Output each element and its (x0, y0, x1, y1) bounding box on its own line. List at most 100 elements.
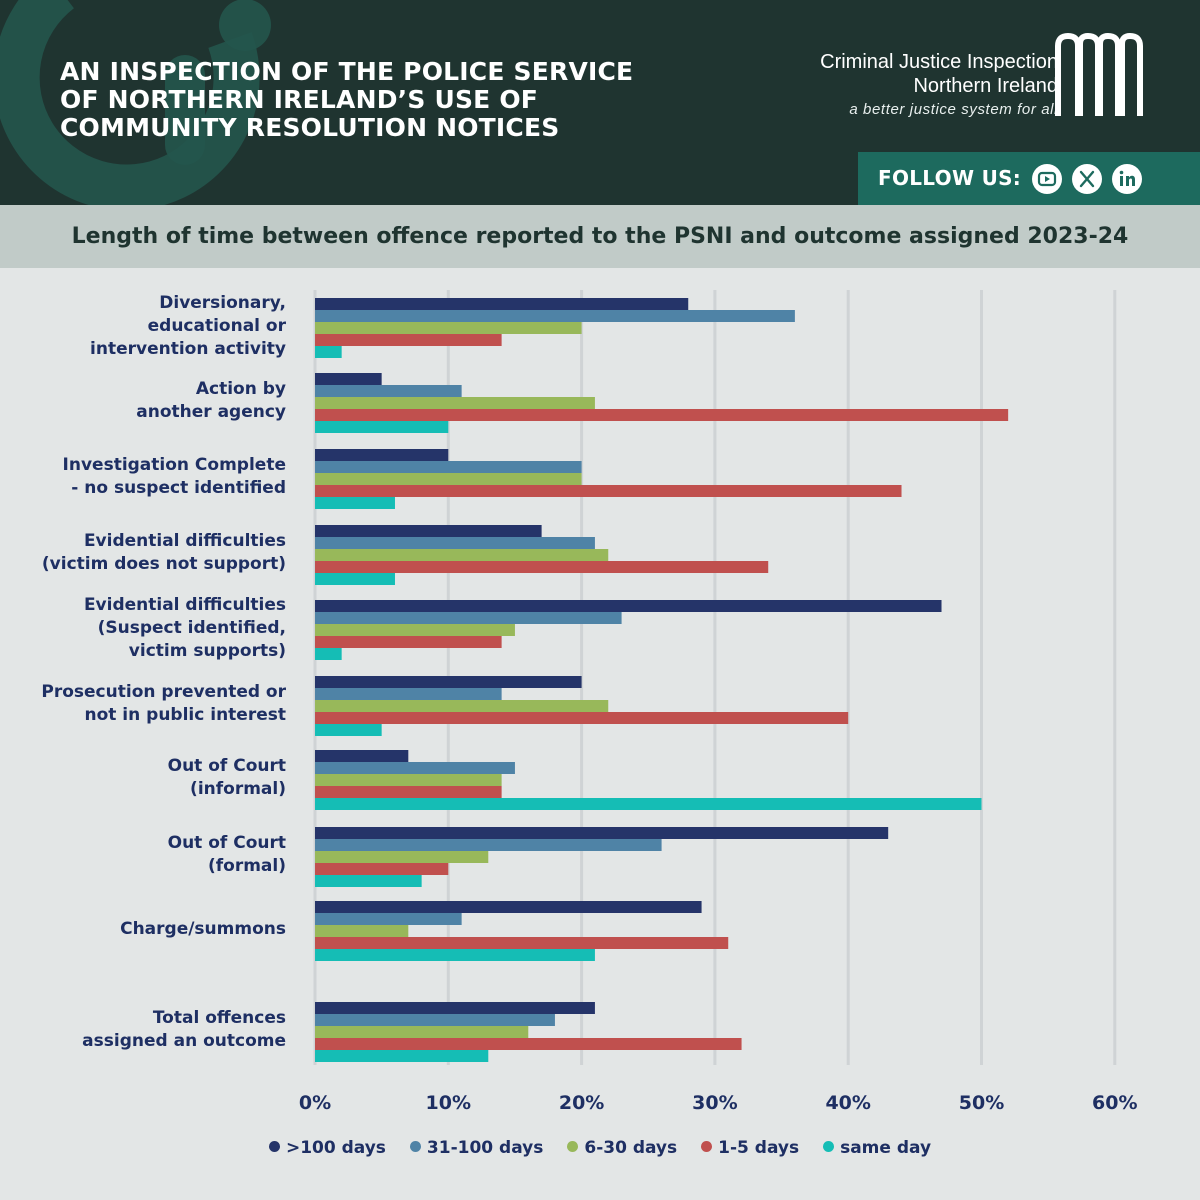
category-label-line: (formal) (0, 855, 286, 878)
bar--100-days-3 (315, 525, 542, 537)
org-line-2: Northern Ireland (820, 74, 1058, 98)
bar-31-100-days-1 (315, 385, 462, 397)
legend-label: 1-5 days (718, 1138, 799, 1158)
bar-1-5-days-6 (315, 786, 502, 798)
bar-31-100-days-4 (315, 612, 622, 624)
category-label-line: Out of Court (0, 832, 286, 855)
legend-item: >100 days (269, 1138, 386, 1158)
bar-6-30-days-0 (315, 322, 582, 334)
bar--100-days-6 (315, 750, 408, 762)
bar-same-day-1 (315, 421, 448, 433)
category-label-line: another agency (0, 401, 286, 424)
legend-item: same day (823, 1138, 931, 1158)
category-label: Action by another agency (0, 378, 286, 424)
category-label-line: Evidential difficulties (0, 530, 286, 553)
bar-31-100-days-9 (315, 1014, 555, 1026)
bar-31-100-days-5 (315, 688, 502, 700)
bar-6-30-days-2 (315, 473, 582, 485)
x-tick-label: 0% (299, 1092, 331, 1114)
header-banner: AN INSPECTION OF THE POLICE SERVICE OF N… (0, 0, 1200, 205)
follow-us-bar: FOLLOW US: (858, 152, 1200, 205)
bar-same-day-5 (315, 724, 382, 736)
category-label: Total offences assigned an outcome (0, 1007, 286, 1053)
bar-31-100-days-7 (315, 839, 662, 851)
category-label: Evidential difficulties (Suspect identifi… (0, 594, 286, 663)
bar-6-30-days-8 (315, 925, 408, 937)
title-line: OF NORTHERN IRELAND’S USE OF (60, 86, 660, 114)
x-tick-label: 40% (825, 1092, 870, 1114)
legend: >100 days 31-100 days 6-30 days 1-5 days sam… (0, 1138, 1200, 1168)
bar-6-30-days-9 (315, 1026, 528, 1038)
bar--100-days-8 (315, 901, 702, 913)
legend-label: 6-30 days (584, 1138, 677, 1158)
category-label: Charge/summons (0, 918, 286, 941)
bar-same-day-8 (315, 949, 595, 961)
bar-same-day-6 (315, 798, 982, 810)
org-line-1: Criminal Justice Inspection (820, 50, 1058, 74)
bar-6-30-days-6 (315, 774, 502, 786)
category-label-line: (informal) (0, 778, 286, 801)
youtube-icon[interactable] (1032, 164, 1062, 194)
category-label-line: Out of Court (0, 755, 286, 778)
category-label-line: Evidential difficulties (0, 594, 286, 617)
bar-chart: 0% 10% 20% 30% 40% 50% 60% Diversionary, educat… (0, 268, 1200, 1200)
category-label-line: Prosecution prevented or (0, 681, 286, 704)
bar-1-5-days-0 (315, 334, 502, 346)
legend-label: >100 days (286, 1138, 386, 1158)
x-tick-label: 60% (1092, 1092, 1137, 1114)
linkedin-icon[interactable] (1112, 164, 1142, 194)
org-tagline: a better justice system for all (820, 98, 1058, 122)
bar-31-100-days-6 (315, 762, 515, 774)
legend-dot-icon (701, 1141, 712, 1152)
x-tick-label: 20% (559, 1092, 604, 1114)
legend-dot-icon (823, 1141, 834, 1152)
bar--100-days-4 (315, 600, 942, 612)
bar-1-5-days-2 (315, 485, 902, 497)
bar-6-30-days-4 (315, 624, 515, 636)
cjini-logo-icon (1050, 32, 1145, 117)
bar-1-5-days-3 (315, 561, 768, 573)
bar--100-days-7 (315, 827, 888, 839)
legend-item: 6-30 days (567, 1138, 677, 1158)
legend-dot-icon (410, 1141, 421, 1152)
category-label-line: assigned an outcome (0, 1030, 286, 1053)
category-label-line: victim supports) (0, 640, 286, 663)
bar--100-days-2 (315, 449, 448, 461)
category-label-line: Action by (0, 378, 286, 401)
bar-same-day-0 (315, 346, 342, 358)
follow-us-label: FOLLOW US: (878, 166, 1021, 190)
category-label-line: Diversionary, (0, 292, 286, 315)
category-label: Prosecution prevented or not in public in… (0, 681, 286, 727)
bar-31-100-days-8 (315, 913, 462, 925)
bar-6-30-days-5 (315, 700, 608, 712)
category-label: Out of Court (informal) (0, 755, 286, 801)
category-label-line: intervention activity (0, 338, 286, 361)
legend-item: 1-5 days (701, 1138, 799, 1158)
bar-1-5-days-4 (315, 636, 502, 648)
bar-6-30-days-3 (315, 549, 608, 561)
category-label: Diversionary, educational or intervention … (0, 292, 286, 361)
x-icon[interactable] (1072, 164, 1102, 194)
x-tick-label: 30% (692, 1092, 737, 1114)
bar-1-5-days-1 (315, 409, 1008, 421)
title-line: AN INSPECTION OF THE POLICE SERVICE (60, 58, 660, 86)
bar--100-days-0 (315, 298, 688, 310)
bar-same-day-4 (315, 648, 342, 660)
bar-1-5-days-7 (315, 863, 448, 875)
legend-label: 31-100 days (427, 1138, 543, 1158)
x-tick-label: 10% (426, 1092, 471, 1114)
category-label-line: (victim does not support) (0, 553, 286, 576)
category-label: Evidential difficulties (victim does not … (0, 530, 286, 576)
category-label-line: - no suspect identified (0, 477, 286, 500)
bar--100-days-5 (315, 676, 582, 688)
bar--100-days-9 (315, 1002, 595, 1014)
bar--100-days-1 (315, 373, 382, 385)
category-label-line: (Suspect identified, (0, 617, 286, 640)
legend-dot-icon (567, 1141, 578, 1152)
title-line: COMMUNITY RESOLUTION NOTICES (60, 114, 660, 142)
bar-6-30-days-1 (315, 397, 595, 409)
legend-label: same day (840, 1138, 931, 1158)
category-label-line: not in public interest (0, 704, 286, 727)
bar-31-100-days-0 (315, 310, 795, 322)
x-tick-label: 50% (959, 1092, 1004, 1114)
